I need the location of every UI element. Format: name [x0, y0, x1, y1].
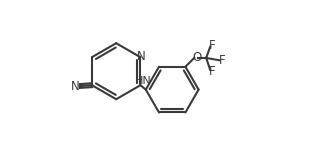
- Text: HN: HN: [135, 76, 151, 86]
- Text: N: N: [137, 50, 146, 63]
- Text: F: F: [209, 65, 215, 78]
- Text: N: N: [71, 80, 80, 92]
- Text: F: F: [219, 54, 226, 67]
- Text: F: F: [209, 39, 215, 52]
- Text: O: O: [192, 51, 201, 64]
